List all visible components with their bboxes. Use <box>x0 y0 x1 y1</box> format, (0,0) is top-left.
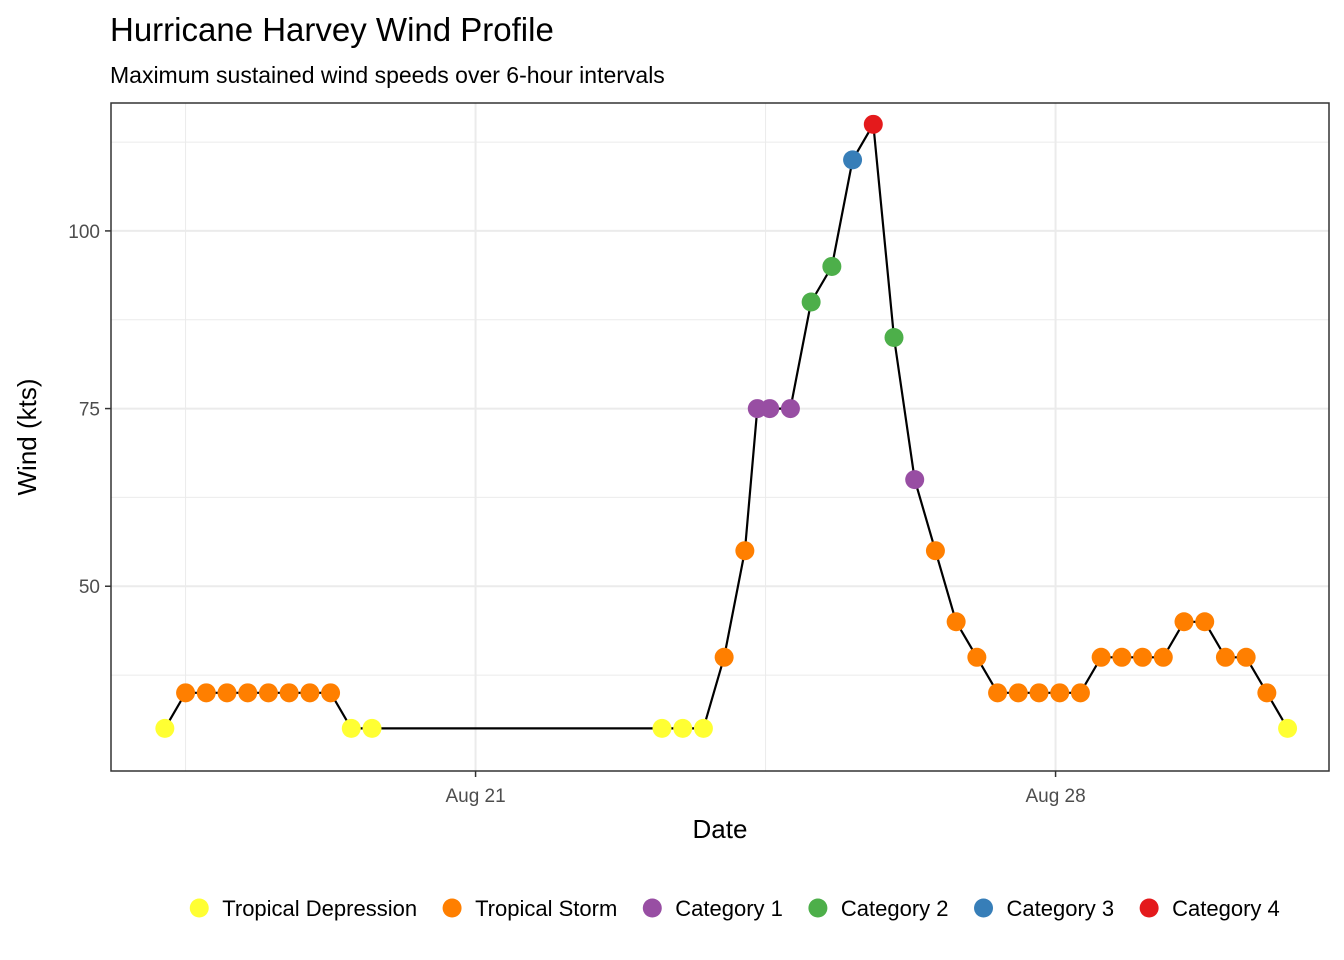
legend-item: Tropical Storm <box>442 896 617 921</box>
legend-item: Category 1 <box>642 896 783 921</box>
legend-label: Category 2 <box>841 896 949 921</box>
data-point <box>988 683 1008 703</box>
data-point <box>925 541 945 561</box>
y-tick-label: 75 <box>79 400 100 421</box>
data-point <box>1008 683 1028 703</box>
data-point <box>1029 683 1049 703</box>
data-point <box>760 399 780 419</box>
legend-key <box>1139 898 1159 918</box>
data-point <box>780 399 800 419</box>
data-point <box>258 683 278 703</box>
data-point <box>884 328 904 348</box>
chart-title: Hurricane Harvey Wind Profile <box>110 11 554 48</box>
data-point <box>217 683 237 703</box>
data-point <box>196 683 216 703</box>
legend: Tropical Depression Tropical Storm Categor… <box>189 896 1280 921</box>
data-point <box>967 647 987 667</box>
data-point <box>300 683 320 703</box>
data-point <box>1153 647 1173 667</box>
data-point <box>863 114 883 134</box>
data-point <box>341 718 361 738</box>
data-point <box>714 647 734 667</box>
x-axis-title: Date <box>693 814 748 844</box>
data-point <box>279 683 299 703</box>
data-point <box>843 150 863 170</box>
data-point <box>1174 612 1194 632</box>
y-tick-label: 50 <box>79 577 100 598</box>
data-point <box>822 256 842 276</box>
legend-label: Category 3 <box>1007 896 1115 921</box>
data-point <box>801 292 821 312</box>
legend-item: Category 3 <box>974 896 1114 921</box>
data-point <box>1112 647 1132 667</box>
legend-item: Tropical Depression <box>189 896 417 921</box>
data-point <box>673 718 693 738</box>
y-axis-title: Wind (kts) <box>12 379 42 496</box>
data-point <box>652 718 672 738</box>
data-point <box>1091 647 1111 667</box>
data-point <box>1236 647 1256 667</box>
data-point <box>693 718 713 738</box>
y-axis: 50 75 100 <box>68 222 111 598</box>
y-tick-label: 100 <box>68 222 100 243</box>
legend-label: Category 1 <box>675 896 783 921</box>
data-point <box>946 612 966 632</box>
plot-border <box>110 102 1330 772</box>
data-point <box>238 683 258 703</box>
x-axis: Aug 21 Aug 28 <box>445 771 1086 807</box>
legend-key <box>442 898 462 918</box>
data-point <box>155 718 175 738</box>
legend-key <box>808 898 828 918</box>
data-point <box>905 470 925 490</box>
legend-key <box>642 898 662 918</box>
data-point <box>735 541 755 561</box>
data-point <box>1050 683 1070 703</box>
wind-points <box>155 114 1298 738</box>
data-point <box>176 683 196 703</box>
legend-key <box>189 898 209 918</box>
x-tick-label: Aug 21 <box>445 786 505 807</box>
data-point <box>1215 647 1235 667</box>
legend-label: Category 4 <box>1172 896 1280 921</box>
data-point <box>1257 683 1277 703</box>
data-point <box>1278 718 1298 738</box>
plot-panel <box>110 102 1330 772</box>
chart-subtitle: Maximum sustained wind speeds over 6-hou… <box>110 62 665 88</box>
data-point <box>362 718 382 738</box>
legend-item: Category 4 <box>1139 896 1280 921</box>
data-point <box>1070 683 1090 703</box>
grid-major <box>111 103 1329 771</box>
legend-key <box>974 898 994 918</box>
x-tick-label: Aug 28 <box>1025 786 1085 807</box>
data-point <box>1133 647 1153 667</box>
legend-label: Tropical Depression <box>222 896 417 921</box>
legend-label: Tropical Storm <box>475 896 617 921</box>
data-point <box>321 683 341 703</box>
data-point <box>1195 612 1215 632</box>
legend-item: Category 2 <box>808 896 949 921</box>
